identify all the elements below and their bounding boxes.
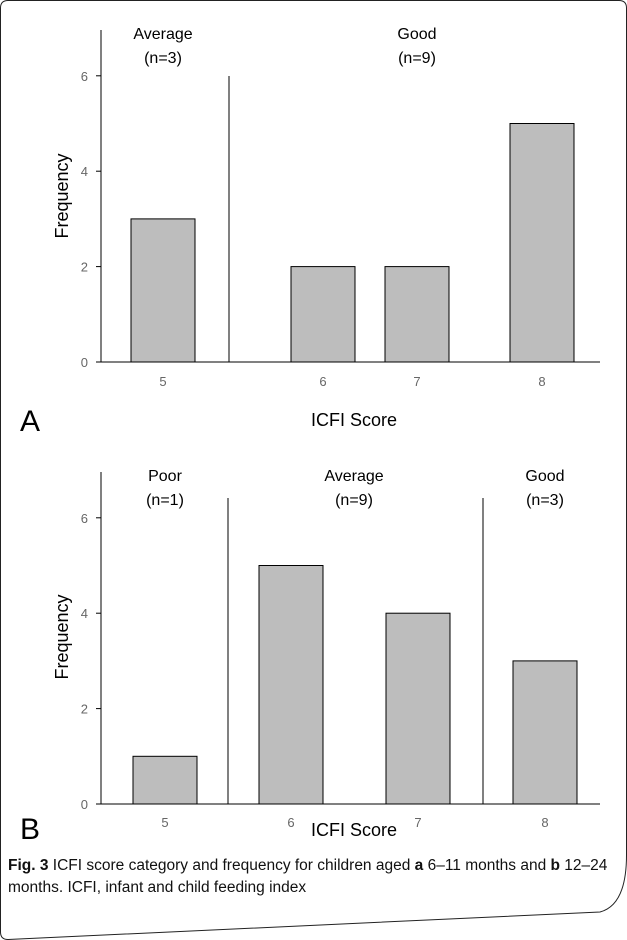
- caption-letter-a: a: [414, 857, 424, 874]
- x-tick-label-8: 8: [541, 815, 548, 830]
- x-tick-label-7: 7: [414, 815, 421, 830]
- caption-letter-b: b: [550, 857, 560, 874]
- y-tick-label-4: 4: [81, 164, 88, 179]
- bar-7: [384, 266, 450, 363]
- bar-6: [258, 565, 324, 805]
- y-tick-label-6: 6: [81, 69, 88, 84]
- caption-text-3: 12–24 months. ICFI, infant and child fee…: [8, 857, 608, 896]
- y-tick-label-6: 6: [81, 511, 88, 526]
- group-label-good: Good: [525, 468, 564, 485]
- y-axis-title-b: Frequency: [52, 594, 72, 679]
- bar-7: [385, 612, 451, 805]
- y-tick-label-2: 2: [81, 702, 88, 717]
- x-tick-label-5: 5: [159, 374, 166, 389]
- group-label-average: Average: [133, 26, 192, 43]
- bar-8: [509, 123, 575, 363]
- y-tick-label-0: 0: [81, 797, 88, 812]
- chart-panel-b: 0 2 4 6 5 6 7 8 Poor (n=1) Average (n=9) Good (n=3)…: [20, 468, 600, 846]
- group-count-poor: (n=1): [146, 492, 184, 509]
- panel-letter-a: A: [20, 405, 40, 438]
- x-tick-label-7: 7: [413, 374, 420, 389]
- group-count-average: (n=9): [335, 492, 373, 509]
- bar-6: [290, 266, 356, 363]
- group-label-average: Average: [324, 468, 383, 485]
- y-tick-label-0: 0: [81, 355, 88, 370]
- x-tick-label-6: 6: [319, 374, 326, 389]
- y-tick-label-4: 4: [81, 606, 88, 621]
- bar-5: [132, 755, 198, 805]
- group-count-good: (n=3): [526, 492, 564, 509]
- x-tick-label-8: 8: [538, 374, 545, 389]
- caption-text-2: 6–11 months and: [423, 857, 551, 874]
- figure-caption: Fig. 3 ICFI score category and frequency…: [8, 855, 614, 899]
- x-axis-title-a: ICFI Score: [311, 410, 397, 430]
- bar-8: [512, 660, 578, 805]
- caption-fig-label: Fig. 3: [8, 857, 49, 874]
- bar-5: [130, 218, 196, 363]
- caption-text-1: ICFI score category and frequency for ch…: [48, 857, 415, 874]
- x-axis-title-b: ICFI Score: [311, 820, 397, 840]
- group-label-good: Good: [397, 26, 436, 43]
- chart-panel-a: 0 2 4 6 5 6 7 8 Average (n=3) Good (n=9) Frequenc…: [20, 26, 600, 438]
- x-tick-label-6: 6: [287, 815, 294, 830]
- group-count-average: (n=3): [144, 50, 182, 67]
- group-label-poor: Poor: [148, 468, 182, 485]
- x-tick-label-5: 5: [161, 815, 168, 830]
- group-count-good: (n=9): [398, 50, 436, 67]
- y-tick-label-2: 2: [81, 260, 88, 275]
- y-axis-title-a: Frequency: [52, 153, 72, 238]
- panel-letter-b: B: [20, 813, 40, 846]
